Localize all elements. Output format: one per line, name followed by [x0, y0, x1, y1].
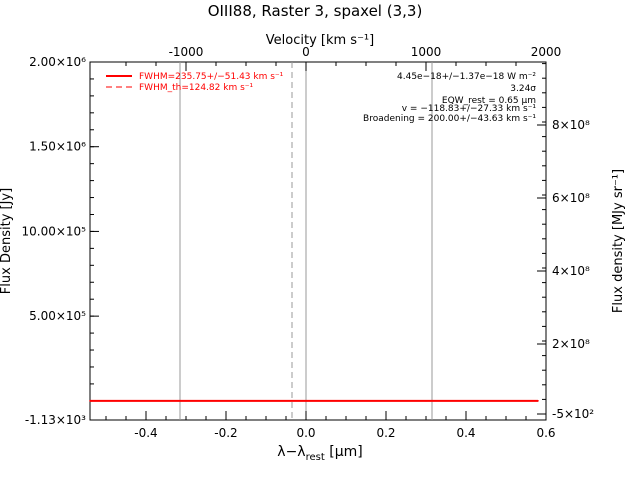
y-left-tick-label: 10.00×10⁵ [22, 224, 87, 238]
y-left-tick-label: 5.00×10⁵ [29, 309, 86, 323]
y-axis-left-label: Flux Density [Jy] [0, 188, 14, 294]
series-point [425, 400, 427, 402]
top-tick-label: 2000 [531, 45, 562, 59]
legend: FWHM=235.75+/−51.43 km s⁻¹ FWHM_th=124.8… [106, 72, 284, 93]
x-tick-label: -0.4 [134, 426, 157, 440]
series-point [537, 400, 539, 402]
annotations: 4.45e−18+/−1.37e−18 W m⁻² 3.24σ EQW_rest… [363, 72, 536, 124]
x-axis-label-main: λ−λ [277, 444, 305, 460]
y-left-tick-label: -1.13×10³ [25, 413, 86, 427]
series-point [89, 400, 91, 402]
y-right-tick-label: 2×10⁸ [552, 337, 590, 351]
top-tick-label: 1000 [411, 45, 442, 59]
y-right-tick-label: -5×10² [552, 407, 594, 421]
x-tick-label: 0.2 [376, 426, 395, 440]
chart-title: OIII88, Raster 3, spaxel (3,3) [208, 2, 423, 20]
x-tick-label: 0.0 [296, 426, 315, 440]
annotation-flux: 4.45e−18+/−1.37e−18 W m⁻² [397, 72, 536, 82]
x-tick-label: 0.6 [536, 426, 555, 440]
series-point [305, 400, 307, 402]
y-left-tick-label: 1.50×10⁶ [29, 140, 86, 154]
x-axis-label-subscript: rest [306, 452, 325, 463]
x-tick-label: -0.2 [214, 426, 237, 440]
annotation-eqw: EQW_rest = 0.65 μm [442, 96, 536, 106]
x-axis-label: λ−λrest [μm] [277, 444, 362, 463]
y-right-tick-label: 4×10⁸ [552, 264, 590, 278]
series-point [185, 400, 187, 402]
x-tick-label: 0.4 [456, 426, 475, 440]
y-right-tick-label: 6×10⁸ [552, 191, 590, 205]
annotation-sigma: 3.24σ [510, 84, 536, 94]
y-left-tick-label: 2.00×10⁶ [29, 55, 86, 69]
y-axis-right-label: Flux density [MJy sr⁻¹] [611, 169, 626, 313]
top-tick-label: 0 [302, 45, 310, 59]
plot-frame [89, 61, 547, 421]
top-tick-label: -1000 [169, 45, 204, 59]
y-right-tick-label: 8×10⁸ [552, 118, 590, 132]
annotation-velocity: v = −118.83+/−27.33 km s⁻¹ [402, 104, 537, 114]
x-axis-top-label: Velocity [km s⁻¹] [266, 33, 374, 48]
annotation-broadening: Broadening = 200.00+/−43.63 km s⁻¹ [363, 114, 536, 124]
x-axis-label-unit: [μm] [325, 444, 363, 460]
legend-label-fwhm-th: FWHM_th=124.82 km s⁻¹ [139, 83, 254, 93]
legend-label-fwhm: FWHM=235.75+/−51.43 km s⁻¹ [139, 72, 284, 82]
